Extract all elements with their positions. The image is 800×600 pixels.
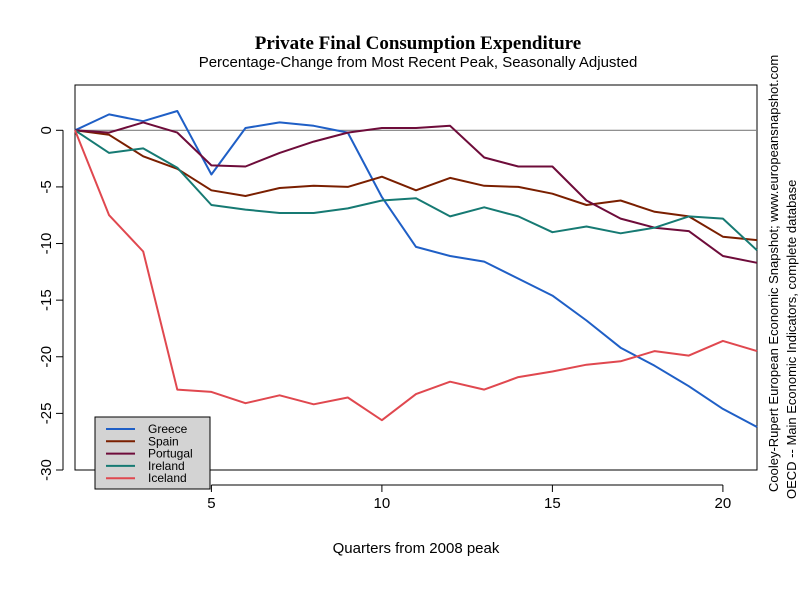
legend-label-iceland: Iceland xyxy=(148,471,187,485)
series-line-greece xyxy=(74,110,758,428)
y-tick-label: -30 xyxy=(38,459,55,481)
chart-subtitle: Percentage-Change from Most Recent Peak,… xyxy=(199,54,638,71)
series-line-portugal xyxy=(74,121,758,264)
legend-label-spain: Spain xyxy=(148,434,179,448)
x-axis: 5 10 15 20 xyxy=(207,484,732,512)
database-note: OECD -- Main Economic Indicators, comple… xyxy=(784,180,799,499)
source-note: Cooley-Rupert European Economic Snapshot… xyxy=(766,55,781,492)
x-tick-label: 5 xyxy=(207,495,215,512)
x-tick-label: 15 xyxy=(544,495,561,512)
series-layer xyxy=(74,110,758,428)
legend-label-ireland: Ireland xyxy=(148,459,185,473)
y-tick-label: -15 xyxy=(38,289,55,311)
y-tick-label: 0 xyxy=(38,126,55,134)
y-tick-label: -5 xyxy=(38,180,55,193)
legend-label-greece: Greece xyxy=(148,422,188,436)
legend-label-portugal: Portugal xyxy=(148,447,193,461)
plot-frame xyxy=(74,84,758,471)
chart-title: Private Final Consumption Expenditure xyxy=(255,33,581,54)
y-tick-label: -10 xyxy=(38,233,55,255)
series-line-spain xyxy=(74,129,758,242)
x-axis-label: Quarters from 2008 peak xyxy=(333,540,500,557)
y-tick-label: -20 xyxy=(38,346,55,368)
y-axis: 0 -5 -10 -15 -20 -25 -30 xyxy=(38,126,64,481)
x-tick-label: 20 xyxy=(715,495,732,512)
y-tick-label: -25 xyxy=(38,403,55,425)
series-line-ireland xyxy=(74,129,758,252)
x-tick-label: 10 xyxy=(374,495,391,512)
series-line-iceland xyxy=(74,129,758,422)
